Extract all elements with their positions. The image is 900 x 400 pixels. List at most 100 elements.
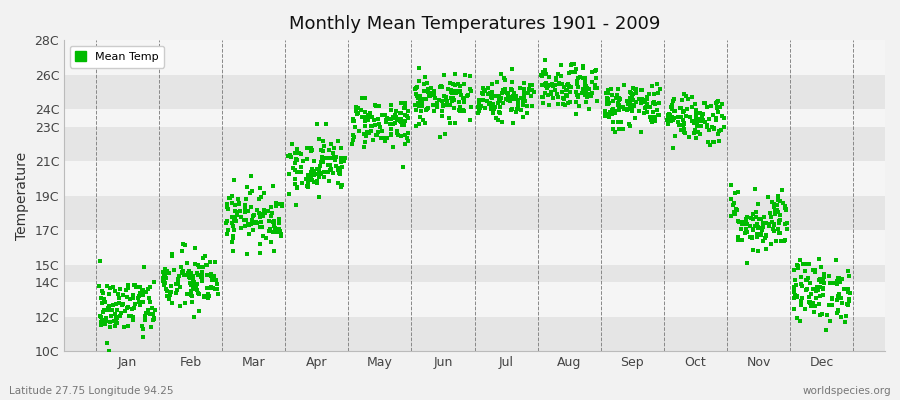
- Point: [759, 245, 773, 252]
- Point: [761, 221, 776, 228]
- Point: [751, 225, 765, 232]
- Point: [121, 285, 135, 291]
- Point: [419, 79, 434, 86]
- Point: [232, 201, 247, 208]
- Point: [734, 218, 749, 225]
- Point: [688, 129, 702, 135]
- Point: [443, 80, 457, 86]
- Point: [210, 286, 224, 292]
- Point: [109, 314, 123, 320]
- Point: [398, 132, 412, 138]
- Point: [334, 156, 348, 163]
- Point: [199, 262, 213, 268]
- Point: [388, 112, 402, 118]
- Point: [569, 99, 583, 105]
- Point: [536, 94, 550, 100]
- Point: [612, 126, 626, 132]
- Point: [161, 270, 176, 276]
- Point: [623, 123, 637, 129]
- Point: [489, 115, 503, 122]
- Point: [424, 85, 438, 91]
- Point: [664, 104, 679, 110]
- Point: [494, 71, 508, 78]
- Point: [694, 122, 708, 129]
- Point: [472, 104, 487, 111]
- Point: [418, 74, 432, 80]
- Point: [421, 92, 436, 98]
- Point: [608, 110, 623, 116]
- Point: [646, 109, 661, 115]
- Point: [267, 248, 282, 254]
- Point: [310, 178, 324, 184]
- Point: [418, 96, 433, 102]
- Point: [394, 122, 409, 128]
- Point: [677, 120, 691, 127]
- Point: [317, 169, 331, 176]
- Point: [482, 90, 497, 96]
- Point: [564, 84, 579, 90]
- Point: [461, 92, 475, 98]
- Point: [835, 276, 850, 282]
- Point: [837, 286, 851, 293]
- Point: [290, 184, 304, 190]
- Point: [226, 232, 240, 239]
- Point: [175, 268, 189, 275]
- Point: [584, 92, 598, 99]
- Point: [741, 214, 755, 220]
- Point: [204, 270, 219, 277]
- Point: [578, 75, 592, 81]
- Point: [569, 88, 583, 95]
- Point: [139, 289, 153, 295]
- Point: [447, 120, 462, 127]
- Point: [176, 270, 190, 276]
- Point: [501, 96, 516, 103]
- Point: [256, 206, 271, 213]
- Point: [440, 86, 454, 92]
- Point: [400, 138, 415, 144]
- Point: [184, 280, 198, 286]
- Point: [731, 218, 745, 224]
- Point: [779, 220, 794, 226]
- Point: [136, 326, 150, 332]
- Point: [374, 128, 389, 134]
- Point: [772, 230, 787, 236]
- Point: [621, 101, 635, 107]
- Point: [230, 212, 244, 219]
- Point: [829, 257, 843, 263]
- Point: [435, 113, 449, 119]
- Point: [184, 292, 199, 298]
- Point: [541, 83, 555, 89]
- Point: [314, 170, 328, 176]
- Point: [488, 104, 502, 110]
- Point: [416, 117, 430, 123]
- Point: [694, 117, 708, 124]
- Point: [706, 112, 720, 118]
- Point: [488, 93, 502, 100]
- Point: [601, 114, 616, 120]
- Point: [352, 128, 366, 134]
- Point: [508, 96, 523, 102]
- Point: [400, 130, 415, 136]
- Point: [310, 166, 324, 173]
- Point: [537, 57, 552, 64]
- Point: [499, 95, 513, 102]
- Point: [571, 92, 585, 98]
- Point: [331, 180, 346, 186]
- Point: [471, 104, 485, 110]
- Point: [568, 69, 582, 76]
- Point: [133, 290, 148, 296]
- Point: [525, 103, 539, 109]
- Point: [638, 99, 652, 105]
- Point: [842, 296, 857, 302]
- Point: [102, 291, 116, 297]
- Point: [689, 114, 704, 120]
- Point: [380, 114, 394, 121]
- Point: [95, 300, 110, 306]
- Point: [507, 96, 521, 102]
- Point: [357, 95, 372, 101]
- Point: [167, 267, 182, 274]
- Point: [626, 84, 641, 91]
- Point: [299, 176, 313, 182]
- Point: [244, 204, 258, 210]
- Bar: [64, 316, 885, 351]
